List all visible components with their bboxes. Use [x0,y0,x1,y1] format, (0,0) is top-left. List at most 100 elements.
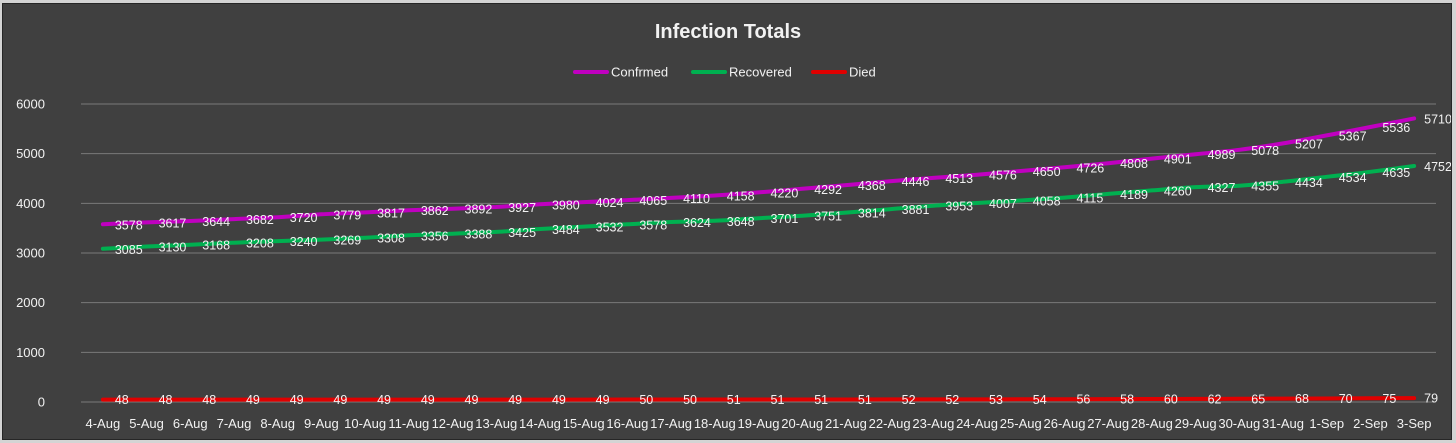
data-label-recovered: 4434 [1295,176,1323,190]
data-label-recovered: 3269 [333,234,361,248]
x-tick-label: 24-Aug [956,416,998,431]
data-label-recovered: 3208 [246,237,274,251]
x-tick-label: 4-Aug [86,416,121,431]
data-label-died: 50 [683,393,697,407]
data-label-died: 58 [1120,393,1134,407]
data-label-died: 48 [159,393,173,407]
data-label-recovered: 4327 [1208,181,1236,195]
chart-title: Infection Totals [655,21,801,43]
data-label-died: 51 [814,393,828,407]
data-label-recovered: 3953 [945,200,973,214]
chart-area: Infection Totals Confrmed Recovered Died 0… [2,3,1452,440]
x-tick-label: 13-Aug [475,416,517,431]
x-tick-label: 29-Aug [1175,416,1217,431]
data-label-died: 49 [596,393,610,407]
data-label-died: 52 [945,393,959,407]
x-tick-label: 21-Aug [825,416,867,431]
legend-item-died: Died [811,65,876,80]
data-label-died: 50 [639,393,653,407]
data-label-recovered: 3130 [159,241,187,255]
data-label-died: 60 [1164,393,1178,407]
data-label-recovered: 4189 [1120,188,1148,202]
data-label-recovered: 3240 [290,235,318,249]
x-tick-label: 9-Aug [304,416,339,431]
x-tick-label: 18-Aug [694,416,736,431]
x-tick-label: 31-Aug [1262,416,1304,431]
data-label-confrmed: 4110 [683,192,710,206]
data-label-confrmed: 4220 [771,186,799,200]
data-label-died: 48 [202,393,216,407]
data-label-died: 70 [1339,392,1353,406]
data-label-confrmed: 4808 [1120,157,1148,171]
series-line-recovered [100,164,1417,251]
x-tick-label: 5-Aug [129,416,164,431]
data-label-recovered: 3532 [596,221,624,235]
data-label-recovered: 4115 [1076,192,1103,206]
data-label-confrmed: 3862 [421,204,449,218]
data-label-recovered: 3701 [771,212,799,226]
data-label-died: 49 [552,393,566,407]
data-label-died: 51 [727,393,741,407]
legend-label: Confrmed [611,65,668,80]
y-tick-label: 3000 [16,246,45,261]
data-label-recovered: 3648 [727,215,755,229]
data-label-confrmed: 4024 [596,196,624,210]
data-label-confrmed: 3927 [508,201,536,215]
data-label-confrmed: 3578 [115,218,143,232]
legend-item-recovered: Recovered [691,65,792,80]
data-label-recovered: 3484 [552,223,580,237]
data-label-confrmed: 3682 [246,213,274,227]
x-tick-label: 11-Aug [388,416,429,431]
data-label-confrmed: 4292 [814,183,842,197]
data-label-died: 79 [1424,392,1438,406]
data-label-confrmed: 4065 [639,194,667,208]
data-label-confrmed: 3980 [552,198,580,212]
y-tick-label: 6000 [16,97,45,112]
data-label-died: 49 [508,393,522,407]
data-label-confrmed: 3720 [290,211,318,225]
data-label-confrmed: 3892 [465,203,493,217]
data-label-confrmed: 3817 [377,206,405,220]
data-label-died: 53 [989,393,1003,407]
x-tick-label: 30-Aug [1218,416,1260,431]
x-tick-label: 12-Aug [432,416,474,431]
data-label-died: 62 [1208,392,1222,406]
x-tick-label: 16-Aug [606,416,648,431]
data-label-recovered: 4007 [989,197,1017,211]
x-tick-label: 14-Aug [519,416,561,431]
x-tick-label: 20-Aug [781,416,823,431]
x-tick-label: 8-Aug [260,416,295,431]
data-label-confrmed: 4576 [989,169,1017,183]
data-label-confrmed: 5710 [1424,112,1452,126]
data-label-died: 49 [246,393,260,407]
data-label-recovered: 4752 [1424,160,1452,174]
line-chart: Infection Totals Confrmed Recovered Died 0… [16,21,1452,431]
data-label-died: 54 [1033,393,1047,407]
data-label-confrmed: 4368 [858,179,886,193]
data-label-died: 75 [1382,392,1396,406]
data-label-died: 65 [1251,392,1265,406]
data-label-confrmed: 3617 [159,216,187,230]
series-line-died [100,396,1417,402]
data-label-died: 49 [333,393,347,407]
data-label-confrmed: 4901 [1164,153,1192,167]
data-label-confrmed: 4726 [1076,161,1104,175]
y-tick-label: 4000 [16,196,45,211]
data-label-confrmed: 4513 [945,172,973,186]
data-label-confrmed: 5367 [1339,129,1367,143]
data-label-confrmed: 5536 [1382,121,1410,135]
legend-item-confrmed: Confrmed [573,65,668,80]
data-label-confrmed: 5078 [1251,144,1279,158]
y-tick-label: 1000 [16,345,45,360]
data-label-confrmed: 4650 [1033,165,1061,179]
data-label-confrmed: 4989 [1208,148,1236,162]
data-label-died: 56 [1076,393,1090,407]
data-label-died: 49 [421,393,435,407]
legend-label: Died [849,65,876,80]
data-label-recovered: 3356 [421,229,449,243]
data-label-recovered: 3388 [465,228,493,242]
y-axis: 0 1000 2000 3000 4000 5000 6000 [16,97,45,410]
data-label-recovered: 3168 [202,239,230,253]
data-label-died: 48 [115,393,129,407]
data-label-recovered: 4260 [1164,184,1192,198]
